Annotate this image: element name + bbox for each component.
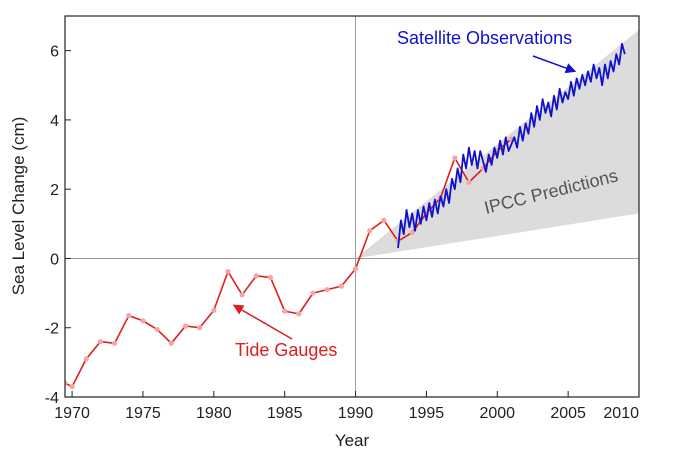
tide-point [140,318,146,324]
ipcc-band-0 [355,29,639,259]
tide-point [381,217,387,223]
tide-point [452,155,458,161]
y-tick-label: 4 [50,113,59,130]
tide-point [267,274,274,281]
x-axis-label: Year [335,431,370,450]
x-tick-label: 1985 [267,405,303,422]
tide-point [352,266,359,272]
tide-point [310,290,316,296]
tide-annotation-arrow [232,304,293,340]
tide-point [296,311,302,317]
tide-point [338,283,344,289]
tide-point [126,313,132,319]
tide-point [324,287,330,293]
series-layer [65,42,626,390]
tide-annotation: Tide Gauges [235,340,337,360]
tide-point [168,340,174,346]
tide-point [211,307,217,314]
satellite-annotation: Satellite Observations [397,28,572,48]
x-tick-label: 2010 [603,405,639,422]
tide-point [97,338,104,345]
tide-point [253,273,259,279]
x-tick-label: 1990 [338,405,374,422]
y-tick-label: -2 [45,321,59,338]
tide-point [182,323,189,329]
reference-lines [65,16,639,397]
tide-point [83,356,89,362]
satellite-series-line [397,42,626,249]
x-tick-label: 1970 [54,405,90,422]
x-tick-label: 2005 [550,405,586,422]
tide-point [69,384,75,390]
x-tick-label: 1980 [196,405,232,422]
x-tick-label: 2000 [479,405,515,422]
tide-point [197,325,203,331]
tide-point [282,308,288,314]
y-tick-label: 2 [50,182,59,199]
tide-point [112,340,118,346]
tide-point [466,179,472,185]
tide-point [239,292,245,298]
x-tick-label: 1995 [409,405,445,422]
y-axis-label: Sea Level Change (cm) [9,117,28,296]
y-tick-label: 6 [50,44,59,61]
x-tick-label: 1975 [125,405,161,422]
tide-point [225,269,231,275]
tide-point [409,229,415,236]
satellite-annotation-arrow [532,55,577,74]
y-tick-label: 0 [50,251,59,268]
tide-point [65,380,68,386]
ipcc-band-layer [355,29,639,259]
tick-layer: 1970 1975 1980 1985 1990 1995 2000 2005 2010 -4 -2… [45,44,640,422]
tide-point [367,228,373,234]
plot-frame [64,15,640,398]
tide-point [154,326,160,333]
y-tick-label: -4 [45,390,59,407]
